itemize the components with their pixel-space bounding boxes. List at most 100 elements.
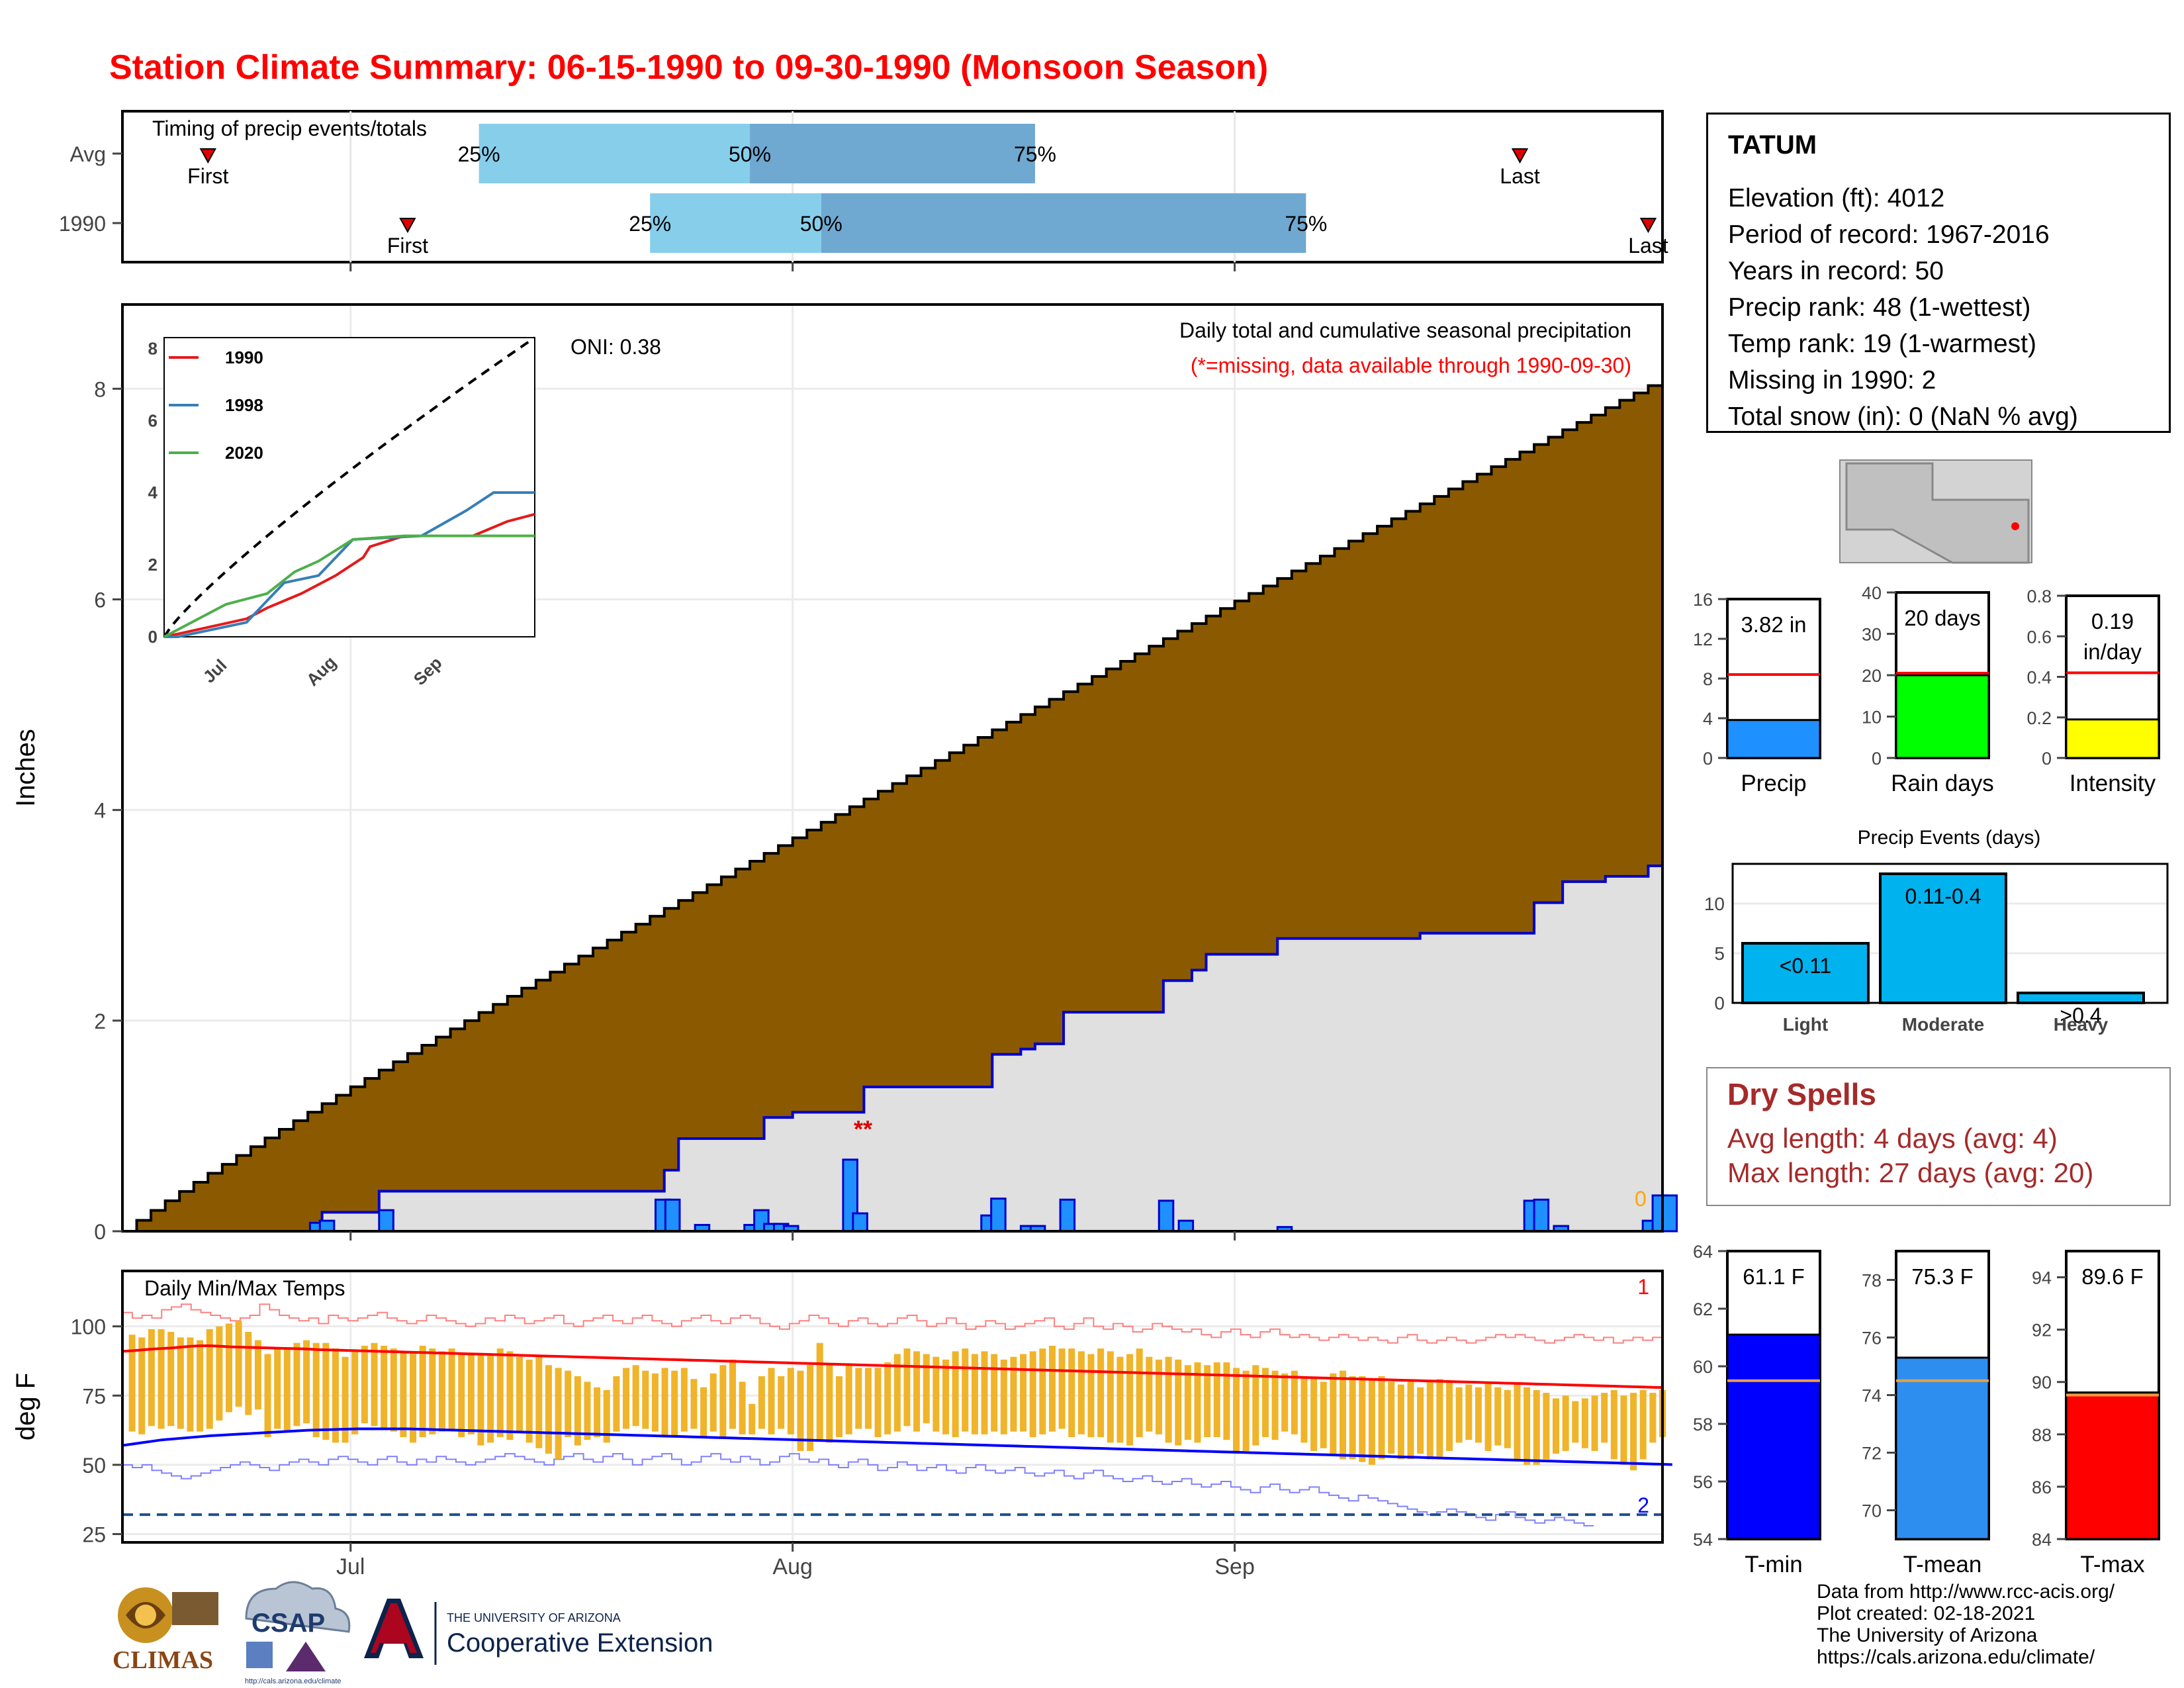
daily-temp-range-bar — [1581, 1398, 1588, 1448]
daily-temp-range-bar — [1048, 1345, 1056, 1432]
daily-temp-range-bar — [565, 1370, 572, 1438]
temp-y-tick-label: 75 — [82, 1384, 106, 1408]
daily-temp-range-bar — [506, 1351, 514, 1440]
inset-y-tick-label: 4 — [148, 483, 158, 502]
daily-temp-range-bar — [303, 1340, 310, 1424]
daily-temp-range-bar — [864, 1368, 872, 1429]
tmax-temp-y-tick-label: 94 — [2032, 1268, 2052, 1288]
daily-temp-range-bar — [709, 1373, 717, 1432]
daily-precip-bar — [1533, 1198, 1550, 1233]
daily-temp-range-bar — [1320, 1382, 1327, 1448]
daily-temp-range-bar — [1388, 1382, 1395, 1454]
daily-temp-range-bar — [1242, 1370, 1250, 1451]
daily-temp-range-bar — [642, 1370, 649, 1429]
inset-y-tick-label: 0 — [148, 627, 158, 647]
rain-days-y-tick-label: 40 — [1862, 583, 1882, 603]
inset-legend-label: 2020 — [225, 443, 263, 463]
last-event-label: Last — [1500, 164, 1540, 188]
daily-temp-range-bar — [1572, 1401, 1579, 1443]
daily-temp-range-bar — [913, 1351, 921, 1432]
daily-temp-range-bar — [274, 1348, 281, 1429]
daily-temp-range-bar — [787, 1368, 794, 1434]
station-elevation: Elevation (ft): 4012 — [1728, 184, 1945, 212]
intensity-y-tick-label: 0.6 — [2026, 627, 2052, 647]
precip-total-category-label: Precip — [1741, 771, 1806, 796]
daily-temp-range-bar — [768, 1368, 775, 1434]
daily-temp-range-bar — [1020, 1354, 1027, 1432]
inset-series-line-1990 — [163, 512, 535, 638]
daily-temp-range-bar — [1213, 1362, 1220, 1438]
daily-temp-range-bar — [623, 1368, 630, 1429]
daily-temp-range-bar — [1087, 1354, 1095, 1438]
daily-precip-bar — [1661, 1194, 1678, 1233]
temp-panel-frame — [121, 1270, 1664, 1544]
precip-y-tick-label: 8 — [94, 377, 106, 401]
precip-total-y-tick-label: 16 — [1693, 590, 1713, 610]
daily-temp-range-bar — [1126, 1354, 1134, 1446]
daily-temp-range-bar — [1010, 1356, 1017, 1432]
daily-temp-range-bar — [1610, 1389, 1617, 1460]
timing-bar-50-75 — [821, 193, 1306, 253]
daily-temp-range-bar — [1184, 1365, 1191, 1440]
avg-cumulative-line — [122, 378, 1664, 1233]
month-tick-label: Aug — [772, 1554, 813, 1579]
dry-spells-heading: Dry Spells — [1727, 1077, 1876, 1111]
month-tick-label: Jul — [336, 1554, 365, 1579]
record-low-count: 2 — [1637, 1493, 1649, 1517]
intensity-y-tick-label: 0 — [2042, 749, 2052, 769]
daily-temp-range-bar — [1340, 1370, 1347, 1460]
timing-panel-title: Timing of precip events/totals — [152, 117, 427, 140]
temp-y-tick-label: 25 — [82, 1523, 106, 1546]
precip-events-bar — [1741, 942, 1870, 1004]
daily-temp-range-bar — [438, 1351, 445, 1432]
tmax-temp-value-label: 89.6 F — [2081, 1264, 2144, 1289]
daily-temp-range-bar — [1204, 1365, 1211, 1438]
first-event-marker — [399, 218, 416, 234]
daily-temp-range-bar — [525, 1359, 533, 1443]
tmin-temp-y-tick-label: 64 — [1693, 1242, 1713, 1262]
daily-temp-range-bar — [381, 1345, 388, 1429]
daily-temp-range-bar — [148, 1329, 155, 1427]
tmax-temp-category-label: T-max — [2080, 1552, 2145, 1577]
daily-temp-range-bar — [1436, 1379, 1443, 1457]
precip-total-y-tick-label: 8 — [1703, 669, 1713, 689]
intensity-y-tick-label: 0.2 — [2026, 708, 2052, 728]
daily-temp-range-bar — [574, 1376, 581, 1446]
tmin-temp-bar — [1726, 1333, 1821, 1540]
tmax-temp-y-tick-label: 84 — [2032, 1530, 2052, 1550]
tmin-temp-y-tick-label: 54 — [1693, 1530, 1713, 1550]
tmean-temp-y-tick-label: 76 — [1862, 1329, 1882, 1348]
daily-temp-range-bar — [1426, 1382, 1433, 1460]
daily-temp-range-bar — [1465, 1384, 1473, 1440]
daily-temp-range-bar — [177, 1337, 184, 1429]
daily-temp-range-bar — [807, 1365, 814, 1451]
precip-total-y-tick-label: 12 — [1693, 630, 1713, 649]
inset-frame — [163, 337, 535, 637]
tmin-temp-y-tick-label: 60 — [1693, 1357, 1713, 1377]
daily-temp-range-bar — [1484, 1382, 1492, 1451]
daily-temp-range-bar — [971, 1354, 978, 1434]
inset-y-tick-label: 6 — [148, 410, 158, 430]
daily-temp-range-bar — [962, 1348, 969, 1432]
station-years: Years in record: 50 — [1728, 257, 1944, 285]
daily-temp-range-bar — [1494, 1387, 1502, 1446]
daily-temp-range-bar — [1194, 1362, 1201, 1443]
inset-series-line-2020 — [163, 534, 535, 638]
daily-temp-range-bar — [283, 1348, 291, 1432]
intensity-bar — [2065, 718, 2160, 759]
ua-small-text: THE UNIVERSITY OF ARIZONA — [447, 1611, 621, 1624]
precip-events-bar — [1879, 872, 2007, 1004]
timing-label-50: 50% — [800, 212, 842, 236]
climas-logo: CLIMAS — [113, 1587, 218, 1674]
last-event-marker — [1511, 148, 1529, 164]
daily-temp-range-bar — [1116, 1356, 1124, 1443]
daily-temp-range-bar — [1271, 1370, 1279, 1440]
station-name: TATUM — [1728, 130, 1817, 160]
daily-temp-range-bar — [816, 1342, 823, 1440]
daily-temp-range-bar — [613, 1376, 620, 1432]
daily-temp-range-bar — [361, 1345, 368, 1424]
last-event-label: Last — [1628, 234, 1668, 258]
daily-temp-range-bar — [1397, 1384, 1404, 1460]
precip-events-y-tick-label: 5 — [1714, 943, 1725, 964]
cumulative-1990-area — [122, 829, 1662, 1231]
